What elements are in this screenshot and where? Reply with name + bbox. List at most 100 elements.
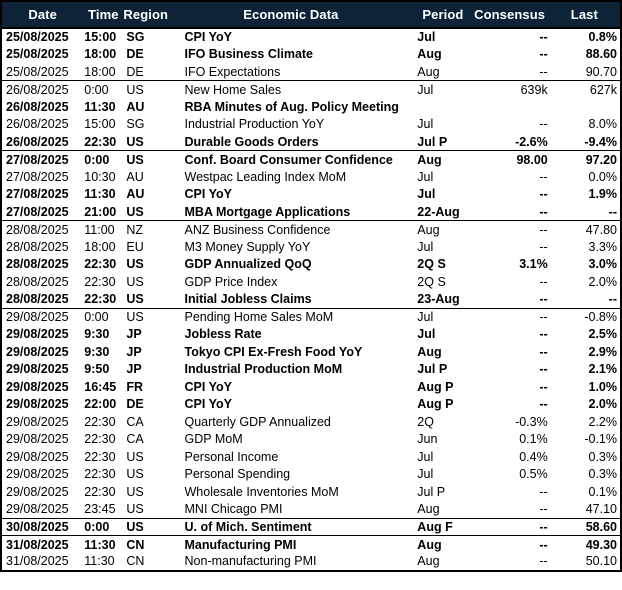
event-cell: GDP MoM — [184, 432, 243, 447]
time-cell: 22:30 — [84, 467, 116, 482]
region-cell: CN — [123, 535, 167, 553]
time-cell: 16:45 — [84, 379, 117, 394]
time-cell: 0:00 — [83, 80, 124, 98]
table-row: 29/08/2025 22:30 CA GDP MoM Jun 0.1% -0.… — [1, 431, 621, 449]
table-header: Date Time Region Economic Data Period Co… — [1, 1, 621, 29]
event-cell: Initial Jobless Claims — [184, 292, 312, 306]
period-cell: Aug — [417, 502, 440, 516]
consensus-cell: 639k — [470, 80, 549, 98]
date-cell: 29/08/2025 — [6, 344, 69, 359]
region-cell: US — [126, 292, 144, 306]
event-cell: Pending Home Sales MoM — [166, 307, 416, 326]
period-cell: 2Q — [417, 414, 434, 429]
table-row: 29/08/2025 22:30 US Wholesale Inventorie… — [1, 483, 621, 501]
region-cell: JP — [126, 327, 142, 342]
date-cell: 26/08/2025 — [6, 134, 69, 149]
time-cell: 9:30 — [84, 344, 110, 359]
last-cell: 3.0% — [588, 257, 618, 272]
time-cell: 22:30 — [84, 292, 117, 306]
consensus-cell: -- — [539, 30, 548, 45]
period-cell: Aug — [415, 150, 471, 168]
date-cell: 25/08/2025 — [6, 64, 69, 79]
time-cell: 22:30 — [84, 414, 116, 429]
event-cell: Jobless Rate — [184, 327, 262, 342]
table-row: 26/08/2025 11:30 AU RBA Minutes of Aug. … — [1, 98, 621, 116]
event-cell: Tokyo CPI Ex-Fresh Food YoY — [184, 344, 363, 359]
date-cell: 27/08/2025 — [6, 187, 69, 202]
date-cell: 27/08/2025 — [6, 204, 69, 219]
region-cell: US — [126, 134, 144, 149]
table-row: 26/08/2025 22:30 US Durable Goods Orders… — [1, 133, 621, 151]
date-cell: 26/08/2025 — [6, 117, 69, 132]
table-row: 29/08/2025 9:30 JP Jobless Rate Jul -- 2… — [1, 326, 621, 344]
period-cell: Aug — [417, 64, 440, 79]
period-cell: Jul — [417, 169, 434, 184]
period-cell: Jul — [417, 187, 436, 202]
region-cell: US — [126, 274, 144, 289]
period-cell: 23-Aug — [417, 292, 460, 306]
table-row: 28/08/2025 18:00 EU M3 Money Supply YoY … — [1, 238, 621, 256]
table-row: 29/08/2025 22:30 US Personal Spending Ju… — [1, 466, 621, 484]
table-row: 25/08/2025 15:00 SG CPI YoY Jul -- 0.8% — [1, 28, 621, 46]
date-cell: 29/08/2025 — [6, 397, 69, 412]
table-row: 31/08/2025 11:30 CN Non-manufacturing PM… — [1, 553, 621, 571]
consensus-cell: -- — [539, 274, 548, 289]
last-cell: 8.0% — [588, 117, 618, 132]
time-cell: 9:50 — [84, 362, 110, 377]
last-cell: 58.60 — [548, 517, 621, 536]
time-cell: 18:00 — [84, 239, 116, 254]
event-cell: MNI Chicago PMI — [184, 502, 283, 516]
period-cell: Jul — [417, 30, 436, 45]
event-cell: Quarterly GDP Annualized — [184, 414, 331, 429]
column-header-date: Date — [1, 1, 84, 29]
event-cell: Conf. Board Consumer Confidence — [166, 150, 416, 168]
last-cell: 2.2% — [588, 414, 618, 429]
date-cell: 26/08/2025 — [6, 99, 69, 114]
region-cell: US — [126, 204, 144, 219]
column-header-consensus: Consensus — [470, 1, 549, 29]
event-cell: CPI YoY — [184, 379, 232, 394]
time-cell: 15:00 — [84, 117, 116, 132]
last-cell: 0.3% — [588, 467, 618, 482]
date-cell: 30/08/2025 — [1, 517, 84, 536]
period-cell: Jul — [417, 467, 434, 482]
table-row: 31/08/2025 11:30 CN Manufacturing PMI Au… — [1, 535, 621, 553]
date-cell: 29/08/2025 — [6, 414, 69, 429]
period-cell: 22-Aug — [417, 204, 460, 219]
period-cell: Jul — [415, 80, 471, 98]
table-row: 29/08/2025 22:30 US Personal Income Jul … — [1, 448, 621, 466]
last-cell: 0.3% — [588, 449, 618, 464]
table-row: 25/08/2025 18:00 DE IFO Expectations Aug… — [1, 63, 621, 81]
consensus-cell: -- — [539, 292, 548, 306]
event-cell: New Home Sales — [166, 80, 416, 98]
last-cell: 1.9% — [588, 187, 618, 202]
period-cell: Jul — [417, 327, 436, 342]
region-cell: US — [123, 307, 167, 326]
table-row: 25/08/2025 18:00 DE IFO Business Climate… — [1, 46, 621, 64]
last-cell — [549, 98, 621, 116]
last-cell: 2.0% — [588, 274, 618, 289]
consensus-cell: -- — [539, 64, 548, 79]
period-cell — [415, 98, 470, 116]
table-row: 29/08/2025 16:45 FR CPI YoY Aug P -- 1.0… — [1, 378, 621, 396]
time-cell: 18:00 — [84, 47, 117, 62]
time-cell: 11:30 — [84, 554, 115, 569]
table-body: 25/08/2025 15:00 SG CPI YoY Jul -- 0.8% … — [1, 28, 621, 571]
period-cell: Jul P — [417, 134, 448, 149]
table-row: 29/08/2025 0:00 US Pending Home Sales Mo… — [1, 307, 621, 326]
time-cell: 11:30 — [83, 535, 124, 553]
consensus-cell: -- — [470, 517, 549, 536]
consensus-cell: -- — [539, 344, 548, 359]
date-cell: 29/08/2025 — [1, 307, 84, 326]
date-cell: 27/08/2025 — [1, 150, 84, 168]
region-cell: JP — [126, 344, 142, 359]
region-cell: SG — [126, 30, 145, 45]
date-cell: 31/08/2025 — [1, 535, 84, 553]
last-cell: 2.5% — [588, 327, 618, 342]
event-cell: IFO Expectations — [184, 64, 281, 79]
consensus-cell: -- — [539, 239, 548, 254]
region-cell: AU — [126, 169, 144, 184]
event-cell: MBA Mortgage Applications — [184, 204, 351, 219]
period-cell: Jul — [415, 307, 471, 326]
region-cell: AU — [126, 99, 145, 114]
